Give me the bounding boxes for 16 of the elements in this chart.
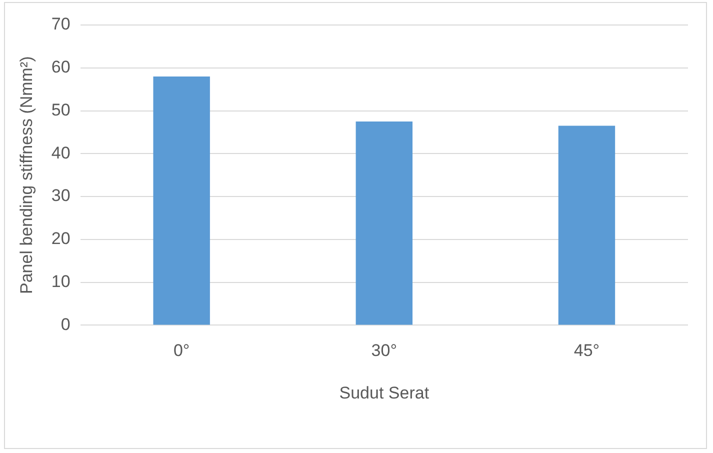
y-tick-label: 70 [51,14,70,34]
x-tick-label: 45° [574,341,600,360]
x-tick-label: 0° [173,341,190,360]
bar [153,76,210,325]
y-tick-label: 10 [51,272,70,291]
x-tick-label: 30° [371,341,398,360]
y-tick-label: 30 [51,186,70,206]
y-tick-label: 60 [51,58,70,77]
y-tick-label: 0 [60,314,70,334]
bar [558,126,616,325]
x-axis-title: Sudut Serat [339,383,430,402]
y-tick-label: 20 [51,229,70,248]
y-axis-title: Panel bending stiffness (Nmm²) [16,56,36,294]
bar [356,121,413,325]
y-tick-label: 50 [51,100,70,120]
y-tick-label: 40 [51,143,70,162]
